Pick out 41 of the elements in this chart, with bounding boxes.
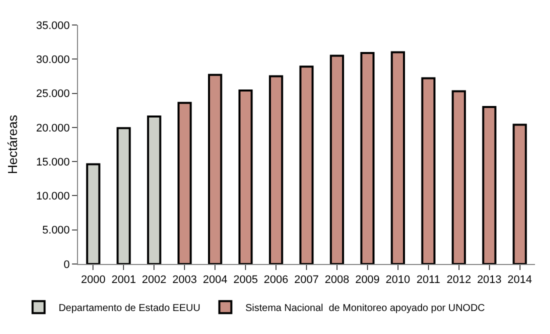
bar xyxy=(482,106,496,264)
x-tick-label: 2000 xyxy=(80,274,106,286)
x-tick-label: 2010 xyxy=(386,274,410,286)
y-tick-label: 30.000 xyxy=(36,54,70,66)
x-tick-label: 2002 xyxy=(142,274,166,286)
x-tick-label: 2006 xyxy=(264,274,288,286)
bar xyxy=(299,66,314,264)
x-tick-label: 2007 xyxy=(294,274,319,286)
legend-label: Departamento de Estado EEUU xyxy=(58,303,200,314)
bar xyxy=(147,116,162,264)
x-tick-label: 2003 xyxy=(172,274,197,286)
y-tick-label: 15.000 xyxy=(36,156,70,168)
x-tick-label: 2001 xyxy=(111,274,136,286)
y-tick-label: 5.000 xyxy=(42,224,70,237)
y-tick-label: 25.000 xyxy=(36,88,70,100)
y-tick-label: 35.000 xyxy=(36,20,70,32)
y-tick-label: 20.000 xyxy=(36,122,70,134)
bar xyxy=(421,77,436,264)
bar xyxy=(238,90,253,264)
bar xyxy=(268,75,284,264)
legend-label: Sistema Nacional de Monitoreo apoyado por UNODC xyxy=(245,303,485,314)
bar xyxy=(208,74,222,264)
bar xyxy=(330,54,344,264)
x-tick-label: 2008 xyxy=(324,274,350,286)
y-tick-label: 0 xyxy=(64,258,70,271)
x-tick-label: 2014 xyxy=(508,274,532,286)
bar xyxy=(116,127,131,264)
x-tick-label: 2012 xyxy=(446,274,472,286)
bar xyxy=(512,124,527,264)
x-tick-label: 2013 xyxy=(477,274,502,286)
y-axis-title: Hectáreas xyxy=(5,114,20,174)
x-tick-label: 2004 xyxy=(202,274,228,286)
y-tick-label: 10.000 xyxy=(36,190,70,203)
bar xyxy=(178,102,192,264)
x-tick-label: 2011 xyxy=(416,274,440,286)
x-tick-label: 2005 xyxy=(233,274,258,286)
bar xyxy=(452,90,466,264)
bar xyxy=(360,52,375,264)
bar xyxy=(86,163,100,264)
bar xyxy=(390,51,405,264)
x-tick-label: 2009 xyxy=(355,274,380,286)
